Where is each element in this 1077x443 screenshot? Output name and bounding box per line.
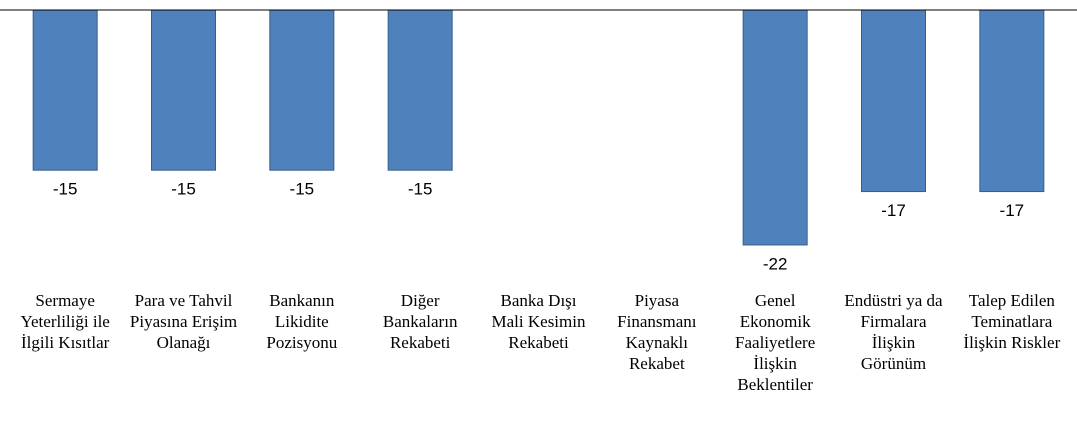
bar — [742, 9, 808, 246]
x-tick-label: Piyasa Finansmanı Kaynaklı Rekabet — [617, 291, 697, 373]
value-label: -15 — [290, 180, 315, 199]
x-tick-label: Endüstri ya da Firmalara İlişkin Görünüm — [844, 291, 943, 373]
bar — [387, 9, 453, 171]
x-tick-label: Sermaye Yeterliliği ile İlgili Kısıtlar — [20, 291, 110, 352]
bar — [861, 9, 926, 193]
value-label: -15 — [171, 180, 196, 199]
x-tick-label: Diğer Bankaların Rekabeti — [382, 291, 458, 352]
bar — [979, 9, 1045, 193]
x-tick-label: Banka Dışı Mali Kesimin Rekabeti — [491, 291, 586, 352]
value-label: -22 — [763, 254, 788, 273]
value-label: -15 — [53, 180, 78, 199]
x-tick-label: Genel Ekonomik Faaliyetlere İlişkin Bekl… — [735, 291, 816, 394]
x-tick-label: Talep Edilen Teminatlara İlişkin Riskler — [963, 291, 1061, 352]
x-tick-label: Bankanın Likidite Pozisyonu — [266, 291, 338, 352]
value-label: -17 — [881, 201, 906, 220]
value-label: -15 — [408, 180, 433, 199]
bar — [32, 9, 98, 171]
bar — [269, 9, 335, 171]
x-tick-label: Para ve Tahvil Piyasına Erişim Olanağı — [129, 291, 238, 352]
value-label: -17 — [1000, 201, 1025, 220]
bar — [151, 9, 216, 171]
